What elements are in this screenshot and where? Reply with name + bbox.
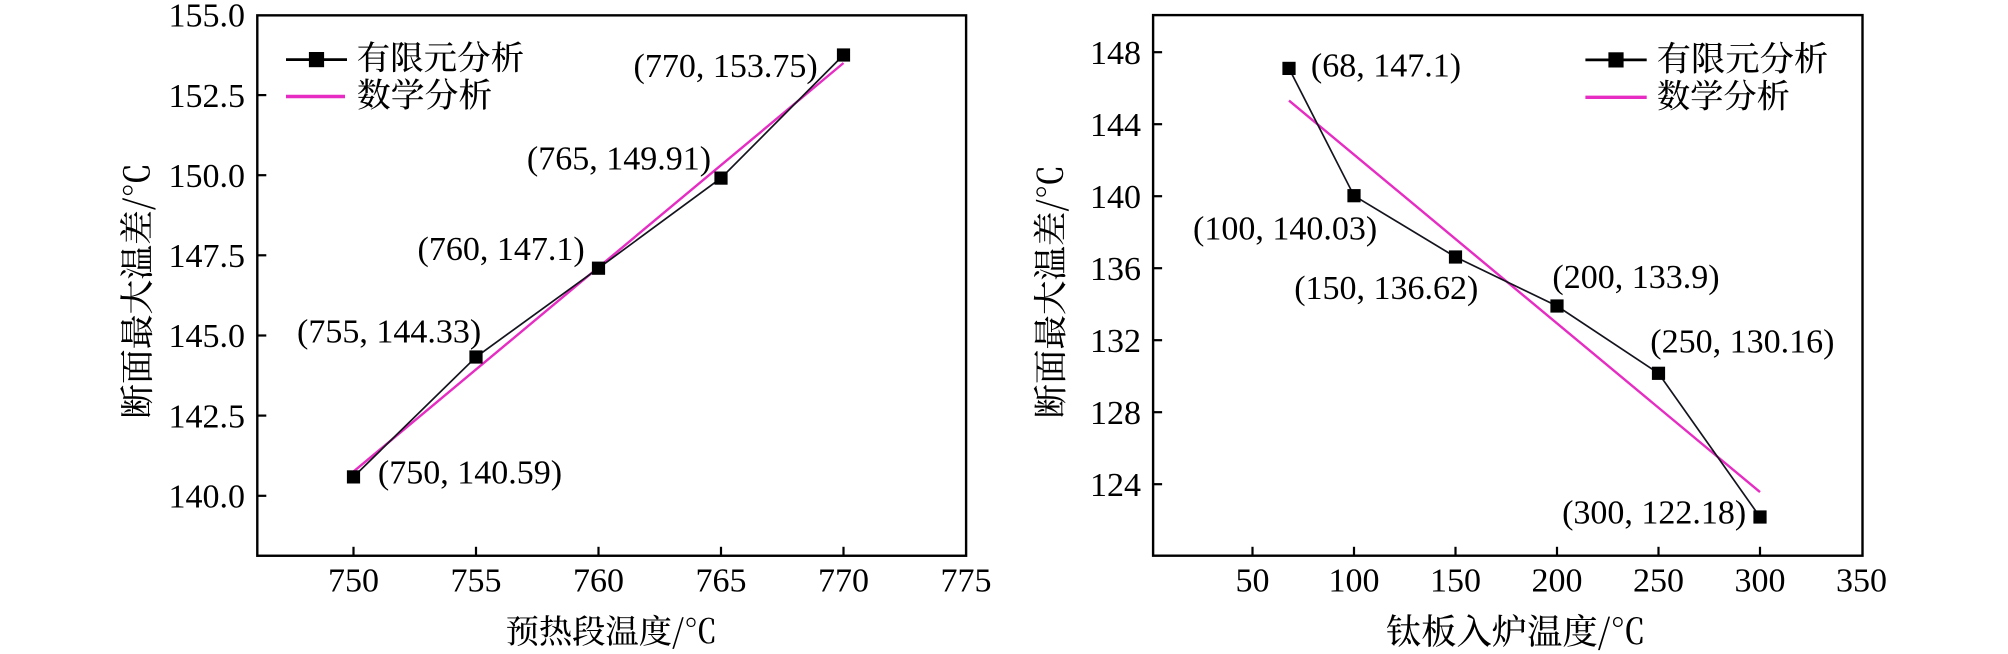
svg-text:(770, 153.75): (770, 153.75): [634, 48, 818, 85]
svg-text:(755, 144.33): (755, 144.33): [297, 314, 481, 351]
svg-text:350: 350: [1836, 563, 1887, 600]
svg-text:132: 132: [1090, 323, 1141, 360]
svg-text:(68, 147.1): (68, 147.1): [1311, 48, 1461, 85]
svg-text:(760, 147.1): (760, 147.1): [418, 231, 585, 268]
svg-text:(765, 149.91): (765, 149.91): [527, 140, 711, 177]
svg-text:155.0: 155.0: [169, 0, 246, 35]
svg-text:(300, 122.18): (300, 122.18): [1562, 495, 1746, 532]
svg-text:(750, 140.59): (750, 140.59): [378, 454, 562, 491]
svg-text:140: 140: [1090, 179, 1141, 216]
svg-text:136: 136: [1090, 251, 1141, 288]
svg-text:148: 148: [1090, 35, 1141, 72]
svg-text:300: 300: [1735, 563, 1786, 600]
svg-text:147.5: 147.5: [169, 238, 246, 275]
svg-text:(150, 136.62): (150, 136.62): [1294, 270, 1478, 307]
svg-text:250: 250: [1633, 563, 1684, 600]
svg-text:150: 150: [1430, 563, 1481, 600]
svg-text:(200, 133.9): (200, 133.9): [1552, 259, 1719, 296]
svg-text:765: 765: [696, 563, 747, 600]
svg-text:(100, 140.03): (100, 140.03): [1193, 211, 1377, 248]
svg-text:200: 200: [1532, 563, 1583, 600]
svg-text:770: 770: [818, 563, 869, 600]
svg-text:760: 760: [573, 563, 624, 600]
svg-text:(250, 130.16): (250, 130.16): [1650, 324, 1834, 361]
svg-text:100: 100: [1329, 563, 1380, 600]
svg-text:775: 775: [941, 563, 992, 600]
svg-text:144: 144: [1090, 107, 1141, 144]
svg-text:50: 50: [1236, 563, 1270, 600]
svg-text:128: 128: [1090, 395, 1141, 432]
svg-text:140.0: 140.0: [169, 479, 246, 516]
svg-text:152.5: 152.5: [169, 78, 246, 115]
svg-text:750: 750: [328, 563, 379, 600]
svg-text:755: 755: [451, 563, 502, 600]
svg-text:150.0: 150.0: [169, 158, 246, 195]
svg-text:142.5: 142.5: [169, 398, 246, 435]
svg-text:145.0: 145.0: [169, 318, 246, 355]
svg-text:124: 124: [1090, 467, 1141, 504]
